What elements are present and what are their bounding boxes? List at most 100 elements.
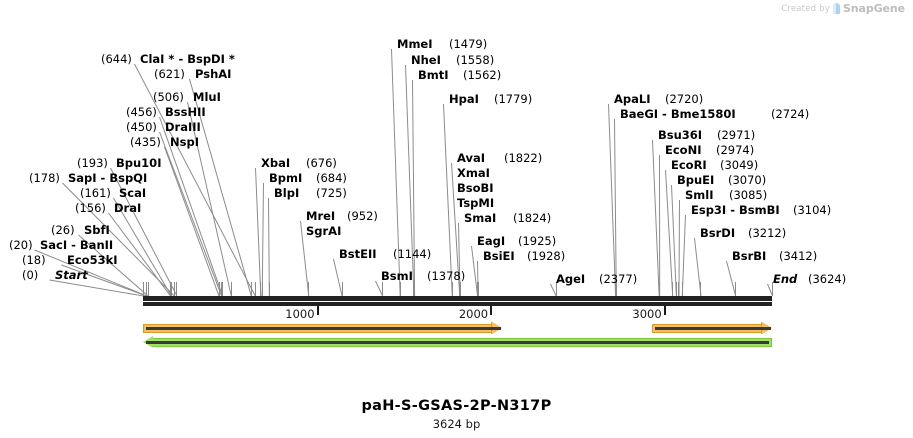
site-position: (1928)	[527, 249, 566, 263]
site-label-s0[interactable]: (0) Start	[0, 269, 913, 282]
site-label-s25[interactable]: (1822) AvaI	[0, 152, 913, 165]
cut-site-tick	[772, 282, 773, 296]
enzyme-name: NheI	[411, 53, 441, 67]
site-label-s37[interactable]: (3049) EcoRI	[0, 159, 913, 172]
backbone-bar-lower	[143, 302, 772, 306]
cut-site-tick	[254, 282, 256, 296]
site-label-s16[interactable]: (725) BlpI	[0, 187, 913, 200]
cut-site-tick	[147, 282, 149, 296]
enzyme-name: SacI - BanII	[40, 238, 114, 252]
site-label-s11[interactable]: (506) MluI	[0, 91, 913, 104]
site-label-s33[interactable]: (2720) ApaLI	[0, 93, 913, 106]
site-position: (2724)	[771, 107, 810, 121]
site-label-s35[interactable]: (2971) Bsu36I	[0, 129, 913, 142]
feature-direction-line	[654, 327, 771, 330]
enzyme-name: XbaI	[261, 156, 291, 170]
site-position: (1479)	[449, 37, 488, 51]
enzyme-name: BssHII	[165, 105, 206, 119]
plasmid-title-block: paH-S-GSAS-2P-N317P 3624 bp	[0, 398, 913, 431]
site-label-s15[interactable]: (684) BpmI	[0, 172, 913, 185]
enzyme-name: Eco53kI	[67, 253, 118, 267]
site-label-s28[interactable]: TspMI	[0, 197, 913, 210]
site-label-s4[interactable]: (156) DraI	[0, 202, 913, 215]
site-label-s2[interactable]: (20) SacI - BanII	[0, 239, 913, 252]
site-position: (193)	[77, 156, 108, 170]
cut-site-tick	[382, 282, 384, 296]
enzyme-name: ApaLI	[614, 92, 651, 106]
site-position: (676)	[306, 156, 337, 170]
site-position: (684)	[316, 171, 347, 185]
site-label-s34[interactable]: (2724) BaeGI - Bme1580I	[0, 108, 913, 121]
site-label-s42[interactable]: (3412) BsrBI	[0, 250, 913, 263]
site-label-s13[interactable]: (644) ClaI * - BspDI *	[0, 53, 913, 66]
site-label-s19[interactable]: (1144) BstEII	[0, 248, 913, 261]
cut-site-tick	[700, 282, 702, 296]
enzyme-name: MluI	[193, 90, 221, 104]
site-label-s12[interactable]: (621) PshAI	[0, 68, 913, 81]
site-position: (725)	[316, 186, 347, 200]
site-label-s31[interactable]: (1928) BsiEI	[0, 250, 913, 263]
cut-site-tick	[222, 282, 224, 296]
site-label-s17[interactable]: (952) MreI	[0, 210, 913, 223]
site-label-s24[interactable]: (1779) HpaI	[0, 93, 913, 106]
axis-tick-label-2000: 2000	[458, 307, 489, 321]
site-label-s20[interactable]: (1378) BsmI	[0, 270, 913, 283]
site-label-s43[interactable]: (3624) End	[0, 273, 913, 286]
site-position: (952)	[347, 209, 378, 223]
site-position: (26)	[51, 223, 75, 237]
site-position: (161)	[80, 186, 111, 200]
site-label-s29[interactable]: (1824) SmaI	[0, 212, 913, 225]
enzyme-name: BsiEI	[483, 249, 515, 263]
site-label-s36[interactable]: (2974) EcoNI	[0, 144, 913, 157]
site-label-s41[interactable]: (3212) BsrDI	[0, 227, 913, 240]
site-label-s6[interactable]: (178) SapI - BspQI	[0, 172, 913, 185]
site-label-s7[interactable]: (193) Bpu10I	[0, 157, 913, 170]
enzyme-name: Esp3I - BsmBI	[691, 203, 780, 217]
cut-site-tick	[170, 282, 172, 296]
site-label-s39[interactable]: (3085) SmlI	[0, 189, 913, 202]
site-label-s38[interactable]: (3070) BpuEI	[0, 174, 913, 187]
plasmid-length: 3624 bp	[432, 417, 481, 431]
site-label-s40[interactable]: (3104) Esp3I - BsmBI	[0, 204, 913, 217]
site-position: (435)	[130, 135, 161, 149]
site-position: (3049)	[720, 158, 759, 172]
site-position: (1925)	[518, 234, 557, 248]
enzyme-name: AvaI	[457, 151, 486, 165]
axis-tick-label-1000: 1000	[285, 307, 315, 321]
cut-site-tick	[176, 282, 178, 296]
green-feature-1[interactable]	[143, 336, 772, 348]
site-position: (3085)	[729, 188, 768, 202]
cut-site-tick	[230, 282, 232, 296]
enzyme-name: BsrBI	[732, 249, 767, 263]
site-label-s30[interactable]: (1925) EagI	[0, 235, 913, 248]
site-label-s27[interactable]: BsoBI	[0, 182, 913, 195]
site-label-s18[interactable]: SgrAI	[0, 225, 913, 238]
site-label-s5[interactable]: (161) ScaI	[0, 187, 913, 200]
site-label-s14[interactable]: (676) XbaI	[0, 157, 913, 170]
enzyme-name: AgeI	[556, 272, 586, 286]
enzyme-name: BsmI	[381, 269, 413, 283]
cut-site-tick	[143, 282, 144, 296]
orange-feature-1[interactable]	[143, 322, 503, 334]
enzyme-name: BsrDI	[700, 226, 736, 240]
enzyme-name: ScaI	[119, 186, 147, 200]
site-label-s21[interactable]: (1479) MmeI	[0, 38, 913, 51]
site-position: (2971)	[717, 128, 756, 142]
enzyme-name: HpaI	[449, 92, 479, 106]
site-label-s1[interactable]: (18) Eco53kI	[0, 254, 913, 267]
cut-site-tick	[735, 282, 737, 296]
site-position: (1562)	[463, 68, 502, 82]
site-label-s26[interactable]: XmaI	[0, 167, 913, 180]
site-label-s32[interactable]: (2377) AgeI	[0, 273, 913, 286]
site-label-s3[interactable]: (26) SbfI	[0, 224, 913, 237]
site-label-s22[interactable]: (1558) NheI	[0, 54, 913, 67]
site-label-s10[interactable]: (456) BssHII	[0, 106, 913, 119]
site-label-s9[interactable]: (450) DraIII	[0, 121, 913, 134]
enzyme-name: MreI	[306, 209, 336, 223]
site-label-s8[interactable]: (435) NspI	[0, 136, 913, 149]
enzyme-name: PshAI	[195, 67, 232, 81]
orange-feature-2[interactable]	[651, 322, 772, 334]
snapgene-watermark: Created by SnapGene	[781, 2, 905, 15]
site-label-s23[interactable]: (1562) BmtI	[0, 69, 913, 82]
